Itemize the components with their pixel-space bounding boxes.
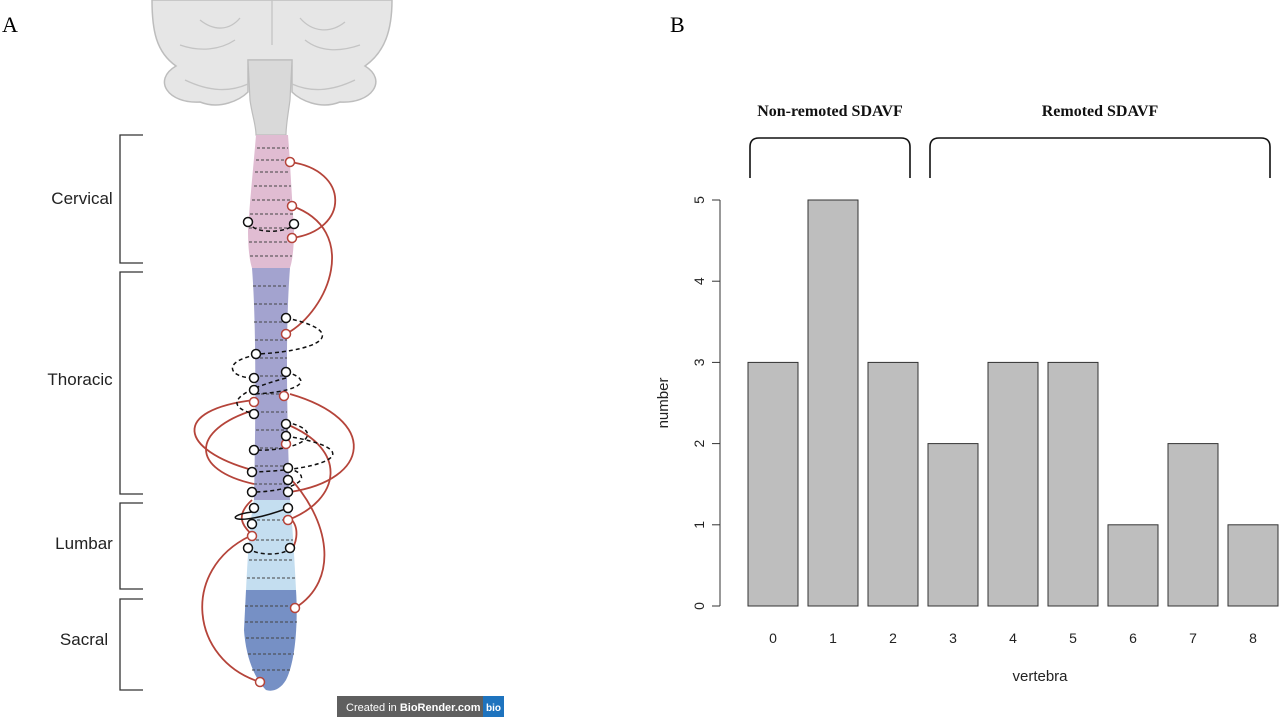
badge-brand: BioRender.com — [400, 702, 481, 714]
region-label-thoracic: Thoracic — [47, 370, 113, 389]
group-label-1: Remoted SDAVF — [1042, 103, 1159, 120]
group-bracket — [749, 137, 911, 178]
y-tick-label: 2 — [691, 439, 707, 447]
y-tick-label: 4 — [691, 277, 707, 285]
y-axis: 0 1 2 3 4 5 — [691, 196, 721, 610]
x-tick-label: 7 — [1189, 630, 1197, 646]
x-tick-label: 5 — [1069, 630, 1077, 646]
bar-7 — [1167, 443, 1219, 607]
bar-chart: B Non-remoted SDAVF Remoted SDAVF 012345 … — [655, 12, 1279, 685]
y-tick-label: 5 — [691, 196, 707, 204]
y-axis-title: number — [655, 378, 672, 429]
panel-a-label: A — [2, 12, 18, 37]
bar-3 — [927, 443, 979, 607]
bar-1 — [807, 199, 859, 607]
badge-logo: bio — [486, 703, 501, 714]
bar-8 — [1227, 524, 1279, 607]
bar-0 — [747, 361, 799, 607]
svg-text:Created in BioRender.com: Created in BioRender.com — [346, 702, 481, 714]
region-brackets — [119, 134, 143, 691]
group-bracket — [929, 137, 1271, 178]
y-tick-label: 1 — [691, 521, 707, 529]
bar-6 — [1107, 524, 1159, 607]
x-tick-label: 1 — [829, 630, 837, 646]
x-tick-label: 6 — [1129, 630, 1137, 646]
remote-endpoints — [246, 156, 301, 688]
panel-b-label: B — [670, 12, 685, 37]
bar-4 — [987, 361, 1039, 607]
local-connection-solid — [234, 507, 289, 520]
panel-a: A — [0, 0, 640, 717]
x-tick-label: 0 — [769, 630, 777, 646]
region-label-lumbar: Lumbar — [55, 534, 113, 553]
x-tick-label: 2 — [889, 630, 897, 646]
region-label-sacral: Sacral — [60, 630, 108, 649]
biorender-badge: Created in BioRender.com bio — [337, 696, 504, 717]
x-axis-title: vertebra — [1012, 668, 1068, 685]
region-label-cervical: Cervical — [51, 189, 112, 208]
group-brackets: Non-remoted SDAVF Remoted SDAVF — [749, 103, 1271, 178]
remote-connections — [193, 161, 355, 683]
x-tick-label: 4 — [1009, 630, 1017, 646]
local-endpoints — [242, 216, 300, 554]
segment-lines — [245, 147, 297, 671]
bar-2 — [867, 361, 919, 607]
bar-5 — [1047, 361, 1099, 607]
y-tick-label: 3 — [691, 358, 707, 366]
badge-prefix: Created in — [346, 702, 400, 714]
brain-icon — [151, 0, 393, 136]
spine-diagram: A — [2, 0, 504, 717]
y-tick-label: 0 — [691, 602, 707, 610]
x-axis: 0 1 2 3 4 5 6 7 8 — [769, 630, 1257, 646]
x-tick-label: 8 — [1249, 630, 1257, 646]
x-tick-label: 3 — [949, 630, 957, 646]
spinal-cord — [244, 135, 297, 691]
bars — [747, 199, 1279, 607]
group-label-0: Non-remoted SDAVF — [757, 103, 903, 120]
